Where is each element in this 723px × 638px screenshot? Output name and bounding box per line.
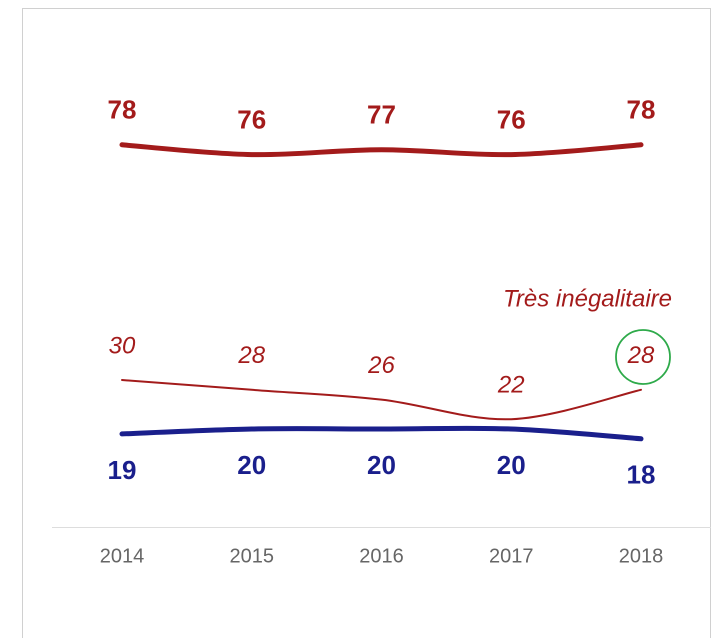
data-label: 78	[108, 95, 137, 125]
line	[121, 379, 642, 421]
x-tick-label: 2016	[359, 545, 404, 567]
data-label: 20	[497, 450, 526, 480]
data-label: 78	[627, 95, 656, 125]
x-tick-label: 2014	[100, 545, 145, 567]
data-label: 26	[367, 352, 395, 379]
x-tick-label: 2017	[489, 545, 534, 567]
data-label: 19	[108, 455, 137, 485]
data-label: 77	[367, 100, 396, 130]
data-label: 30	[109, 332, 136, 359]
data-label: 28	[237, 342, 265, 369]
data-label: 18	[627, 460, 656, 490]
data-label: 76	[497, 104, 526, 134]
series-label: Très inégalitaire	[503, 285, 672, 312]
x-tick-label: 2015	[230, 545, 275, 567]
frame	[22, 8, 711, 638]
x-tick-label: 2018	[619, 545, 664, 567]
highlight-circle	[615, 329, 671, 385]
line	[119, 425, 644, 442]
data-label: 76	[237, 104, 266, 134]
data-label: 22	[497, 372, 525, 399]
data-label: 20	[367, 450, 396, 480]
line	[119, 142, 644, 158]
data-label: 20	[237, 450, 266, 480]
data-label: 28	[627, 342, 655, 369]
